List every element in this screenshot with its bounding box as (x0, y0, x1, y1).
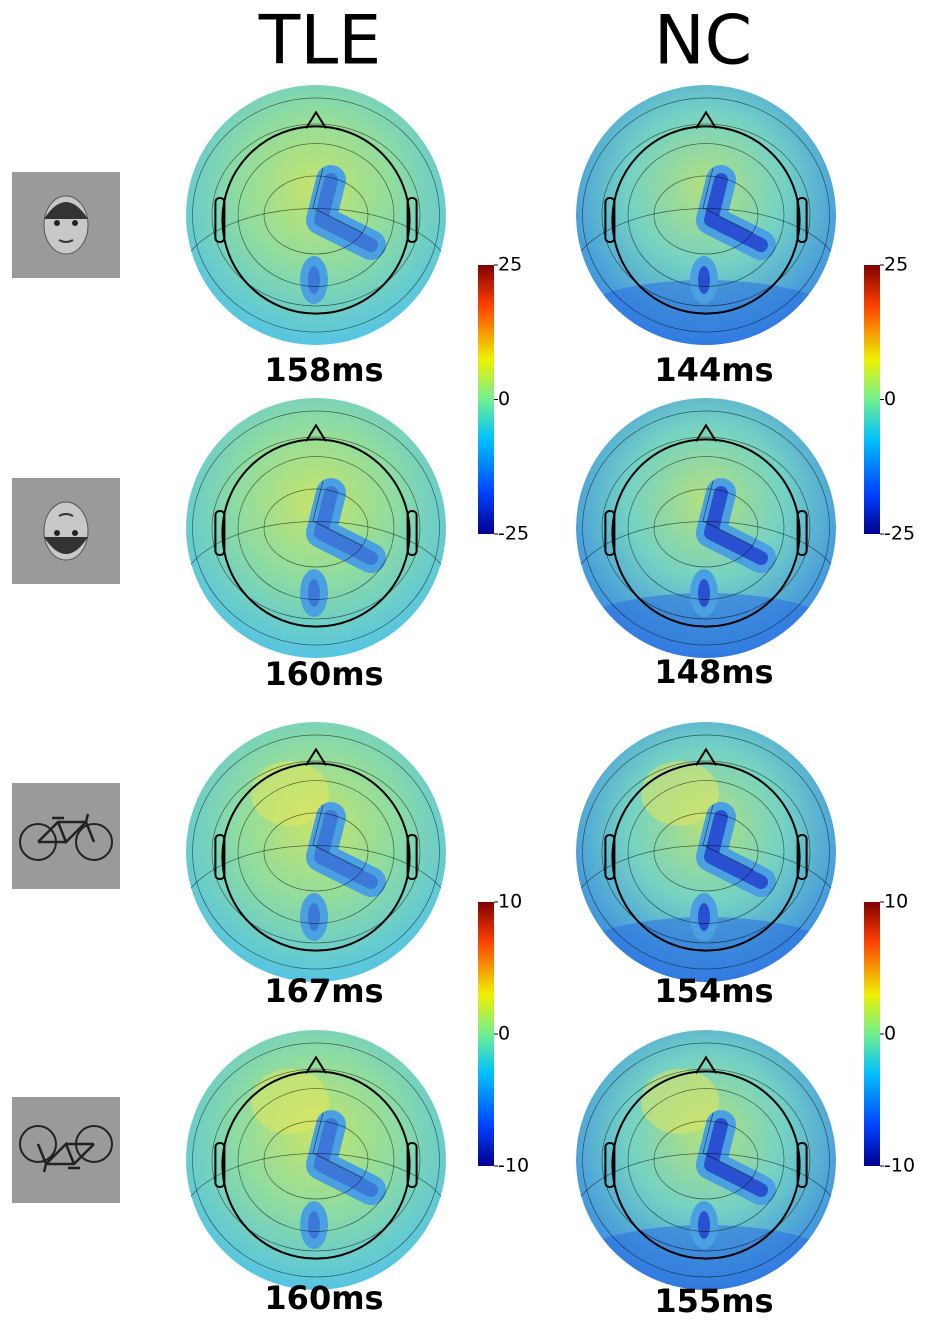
column-title: TLE (258, 2, 381, 81)
topomap (180, 85, 453, 352)
negative-blob (698, 903, 710, 931)
latency-label: 160ms (264, 655, 383, 693)
colorbar-tick-label: 0 (498, 1023, 510, 1045)
figure: TLE NC 158ms 144ms 160ms 148ms 167ms 154ms 160… (0, 0, 931, 1318)
colorbar (864, 265, 880, 534)
negative-blob (308, 266, 320, 294)
latency-label: 144ms (654, 351, 773, 389)
colorbar (478, 902, 494, 1166)
stimulus-figure (44, 502, 88, 560)
latency-label: 167ms (264, 972, 383, 1010)
colorbar-tick-label: -25 (884, 523, 915, 545)
colorbar-tick-label: 25 (884, 254, 908, 276)
colorbar-tick-label: 10 (498, 891, 522, 913)
topomap (180, 398, 453, 665)
colorbar-tick-label: 10 (884, 891, 908, 913)
latency-label: 154ms (654, 972, 773, 1010)
topomap (180, 722, 453, 989)
negative-blob (308, 903, 320, 931)
eye (72, 220, 78, 226)
colorbar-tick-label: 25 (498, 254, 522, 276)
latency-label: 155ms (654, 1282, 773, 1318)
negative-blob (308, 579, 320, 607)
latency-label: 160ms (264, 1279, 383, 1317)
latency-label: 158ms (264, 351, 383, 389)
column-title: NC (654, 2, 752, 81)
eye (72, 530, 78, 536)
colorbar-tick-label: -10 (884, 1155, 915, 1177)
colorbar (864, 902, 880, 1166)
negative-blob (308, 1211, 320, 1239)
colorbar (478, 265, 494, 534)
eye (54, 530, 60, 536)
topomap (180, 1030, 453, 1297)
colorbar-tick-label: 0 (884, 388, 896, 410)
colorbar-tick-label: 0 (884, 1023, 896, 1045)
eye (54, 220, 60, 226)
colorbar-tick-label: 0 (498, 388, 510, 410)
colorbar-tick-label: -25 (498, 523, 529, 545)
stimulus-image (12, 1097, 120, 1203)
latency-label: 148ms (654, 653, 773, 691)
stimulus-figure (44, 196, 88, 254)
negative-blob (698, 579, 710, 607)
negative-blob (698, 266, 710, 294)
negative-blob (698, 1211, 710, 1239)
colorbar-tick-label: -10 (498, 1155, 529, 1177)
stimulus-image (12, 783, 120, 889)
